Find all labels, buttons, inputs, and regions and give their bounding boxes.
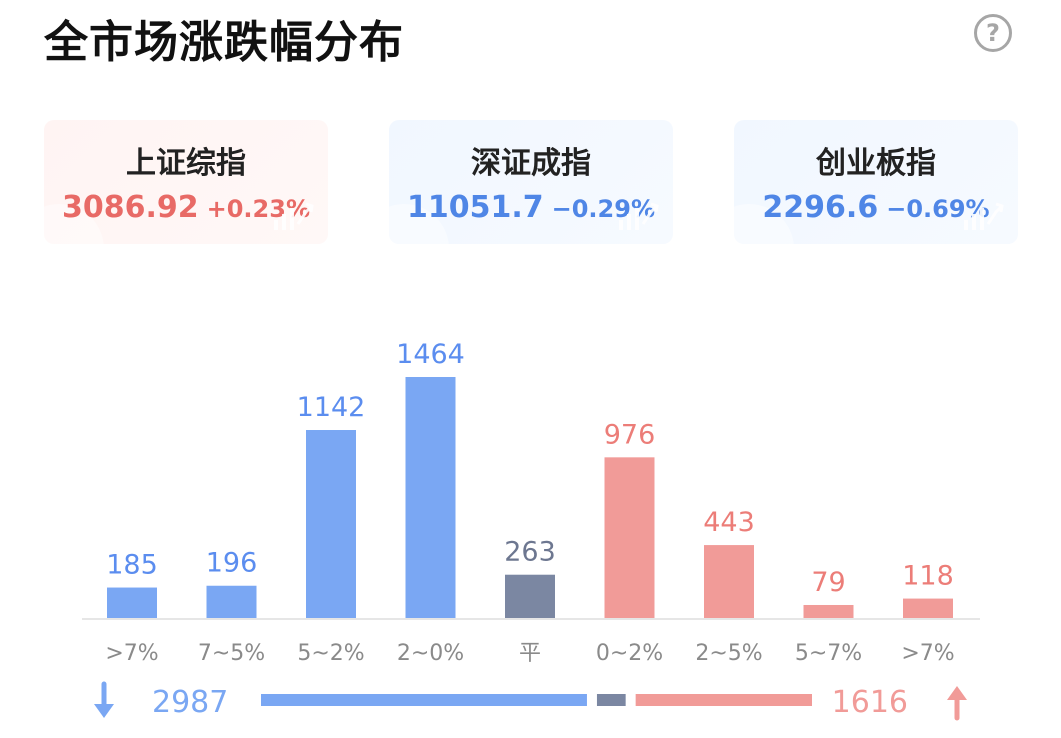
category-label: 7~5% — [198, 641, 265, 666]
index-card-chinext[interactable]: 创业板指 2296.6 −0.69% — [734, 120, 1018, 244]
bar-5 — [604, 457, 655, 618]
bar-value-label: 263 — [504, 537, 556, 568]
bar-value-label: 976 — [604, 419, 656, 450]
bar-value-label: 185 — [106, 550, 158, 581]
bar-0 — [107, 587, 157, 618]
rise-fall-summary: 2987 1616 — [94, 681, 967, 721]
category-label: >7% — [105, 641, 158, 666]
category-label: 5~7% — [795, 641, 862, 666]
category-label: 平 — [519, 641, 541, 666]
flat-ratio-bar — [596, 694, 626, 706]
bar-3 — [405, 377, 456, 618]
arrow-up-icon — [947, 686, 967, 721]
index-card-shanghai[interactable]: 上证综指 3086.92 +0.23% — [44, 120, 328, 244]
bar-2 — [306, 430, 356, 618]
index-price: 3086.92 — [61, 190, 199, 225]
bar-value-label: 79 — [811, 567, 845, 598]
category-label: 5~2% — [297, 641, 364, 666]
rise-ratio-bar — [635, 694, 812, 706]
category-label: 0~2% — [596, 641, 663, 666]
bar-value-label: 1142 — [297, 392, 366, 423]
fall-ratio-bar — [261, 694, 587, 706]
bar-value-label: 1464 — [396, 339, 465, 370]
bar-8 — [903, 598, 953, 618]
fall-count: 2987 — [152, 685, 228, 720]
distribution-bar-chart: 185 >7% 196 7~5% 1142 5~2% 1464 2~0% 263 平 976 0~2%… — [82, 339, 980, 666]
index-price: 2296.6 — [762, 190, 879, 225]
bar-7 — [803, 604, 854, 618]
category-label: 2~5% — [695, 641, 762, 666]
bar-value-label: 443 — [703, 507, 755, 538]
arrow-down-icon — [94, 681, 114, 718]
category-label: 2~0% — [397, 641, 464, 666]
bar-1 — [206, 585, 257, 618]
bar-value-label: 196 — [206, 548, 258, 579]
bar-value-label: 118 — [902, 561, 954, 592]
bar-6 — [704, 545, 754, 618]
trend-chart-icon — [619, 202, 659, 230]
page-title: 全市场涨跌幅分布 — [44, 17, 404, 68]
index-card-shenzhen[interactable]: 深证成指 11051.7 −0.29% — [389, 120, 673, 244]
index-price: 11051.7 — [406, 190, 544, 225]
bar-4 — [505, 574, 555, 618]
rise-count: 1616 — [832, 685, 908, 720]
index-name: 深证成指 — [471, 146, 591, 181]
index-name: 创业板指 — [816, 146, 936, 181]
trend-chart-icon — [274, 202, 314, 230]
trend-chart-icon — [964, 202, 1004, 230]
category-label: >7% — [901, 641, 954, 666]
index-name: 上证综指 — [126, 146, 246, 181]
help-icon[interactable]: ? — [974, 14, 1012, 52]
